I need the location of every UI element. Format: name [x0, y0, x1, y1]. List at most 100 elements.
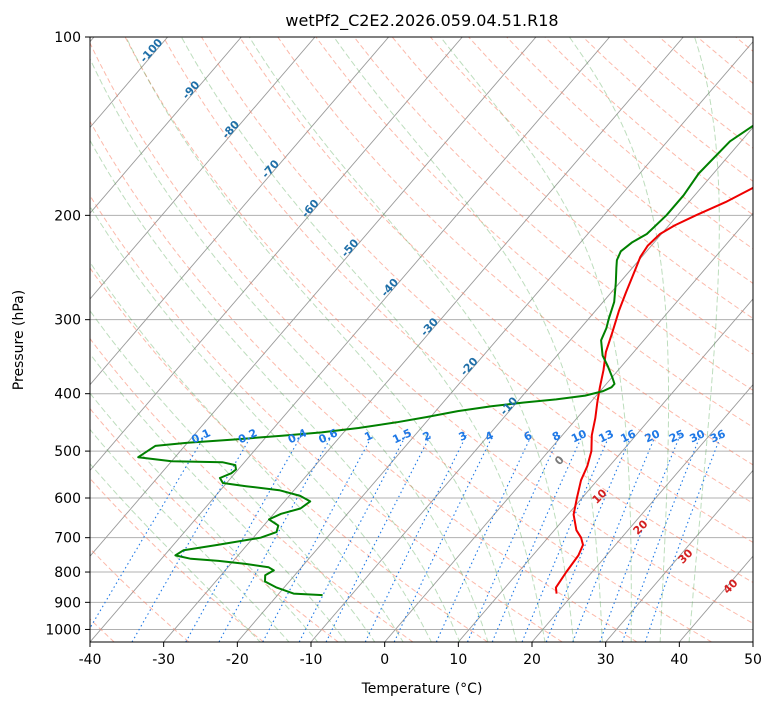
moist-adiabat-line: [248, 37, 575, 642]
moist-adiabat-line: [688, 37, 720, 642]
dry-adiabat-label: -60: [299, 197, 322, 221]
mixing-ratio-line: [545, 434, 633, 642]
dry-adiabat-line: [391, 37, 753, 355]
dry-adiabat-label: -30: [418, 315, 441, 339]
mixing-ratio-line: [185, 434, 302, 642]
mixing-ratio-line: [90, 434, 206, 630]
mixing-ratio-line: [435, 434, 532, 642]
dry-adiabat-line: [353, 37, 753, 391]
y-tick-label: 800: [54, 565, 81, 581]
plot-frame: [89, 36, 754, 643]
isotherm-line: [531, 384, 753, 642]
x-tick-label: -20: [226, 652, 249, 668]
dry-adiabat-line: [90, 337, 414, 642]
x-tick-label: 40: [670, 652, 688, 668]
moist-adiabat-label: 20: [631, 517, 651, 537]
y-tick-label: 900: [54, 595, 81, 611]
dry-adiabat-line: [90, 42, 712, 642]
moist-adiabat-line: [333, 37, 603, 642]
mixing-ratio-label: 0.6: [317, 426, 340, 446]
mixing-ratio-line: [466, 434, 561, 642]
y-axis-label: Pressure (hPa): [11, 290, 27, 390]
y-tick-label: 100: [54, 30, 81, 46]
mixing-ratio-line: [325, 434, 432, 642]
isotherm-line: [90, 37, 242, 214]
isotherm-line: [752, 641, 753, 642]
series-layer: [137, 124, 753, 597]
isotherm-line: [310, 126, 753, 642]
moist-adiabat-label: 10: [590, 486, 610, 506]
dry-adiabat-label: -90: [180, 78, 203, 102]
mixing-ratio-label: 10: [569, 427, 589, 445]
mixing-ratio-label: 30: [688, 427, 708, 445]
mixing-ratio-label: 3: [457, 429, 469, 444]
moist-adiabat-label: 0: [552, 453, 567, 468]
y-tick-label: 400: [54, 387, 81, 403]
mixing-ratio-line: [262, 434, 373, 642]
dry-adiabat-line: [658, 37, 753, 117]
x-tick-label: 50: [744, 652, 762, 668]
dry-adiabat-line: [239, 37, 753, 504]
dry-adiabat-line: [430, 37, 753, 320]
moist-adiabat-label: 30: [676, 546, 696, 566]
x-tick-label: 30: [597, 652, 615, 668]
y-tick-label: 1000: [45, 622, 81, 638]
dry-adiabat-line: [697, 37, 753, 84]
dry-adiabat-line: [162, 37, 753, 584]
line-label-layer: 0.1 0.2 0.4 0.6 1 1.5 2 3 4 6 8 10 13 16 20 25 30 36-100-…: [137, 37, 741, 597]
x-tick-label: -10: [300, 652, 323, 668]
grid-layer: [90, 37, 753, 642]
isotherm-line: [90, 37, 389, 386]
mixing-ratio-label: 0.1: [189, 426, 212, 446]
moist-adiabat-line: [90, 353, 347, 642]
dry-adiabat-line: [90, 194, 563, 642]
isotherm-line: [90, 37, 610, 642]
dry-adiabat-line: [90, 120, 638, 642]
mixing-ratio-label: 4: [483, 429, 496, 444]
mixing-ratio-label: 16: [619, 427, 639, 445]
mixing-ratio-line: [491, 434, 583, 642]
x-tick-label: 10: [449, 652, 467, 668]
dry-adiabat-line: [124, 37, 753, 624]
mixing-ratio-line: [599, 434, 681, 642]
isotherm-line: [605, 469, 753, 642]
isotherm-line: [384, 212, 753, 642]
x-axis-label: Temperature (°C): [361, 681, 483, 697]
mixing-ratio-label: 25: [667, 427, 686, 445]
moist-adiabat-line: [568, 37, 670, 642]
isotherm-line: [457, 298, 753, 642]
mixing-ratio-line: [298, 434, 407, 642]
dry-adiabat-line: [735, 37, 753, 52]
x-tick-label: -30: [152, 652, 175, 668]
isotherm-line: [90, 37, 537, 557]
moist-adiabat-line: [90, 463, 261, 642]
moist-adiabat-line: [90, 205, 432, 642]
mixing-ratio-label: 0.4: [286, 426, 309, 446]
isotherm-line: [236, 40, 753, 642]
mixing-ratio-line: [218, 434, 333, 642]
temperature-profile-line: [554, 186, 753, 594]
mixing-ratio-line: [364, 434, 467, 642]
moist-adiabat-line: [90, 428, 290, 642]
mixing-ratio-line: [521, 434, 611, 642]
mixing-ratio-label: 1.5: [391, 426, 414, 446]
isotherm-line: [163, 37, 684, 642]
mixing-ratio-label: 2: [421, 429, 433, 444]
moist-adiabat-line: [90, 57, 489, 642]
dry-adiabat-label: -20: [458, 355, 481, 379]
x-tick-label: -40: [79, 652, 102, 668]
y-tick-label: 200: [54, 208, 81, 224]
dry-adiabat-line: [90, 407, 339, 642]
y-tick-label: 700: [54, 531, 81, 547]
isotherm-line: [90, 37, 316, 300]
chart-title: wetPf2_C2E2.2026.059.04.51.R18: [285, 11, 558, 31]
moist-adiabat-line: [125, 37, 518, 642]
x-tick-label: 20: [523, 652, 541, 668]
mixing-ratio-label: 36: [708, 427, 728, 445]
dry-adiabat-label: -80: [219, 118, 242, 142]
isotherm-line: [90, 37, 463, 472]
y-tick-label: 500: [54, 444, 81, 460]
mixing-ratio-label: 0.2: [236, 426, 259, 446]
dry-adiabat-line: [277, 37, 753, 466]
